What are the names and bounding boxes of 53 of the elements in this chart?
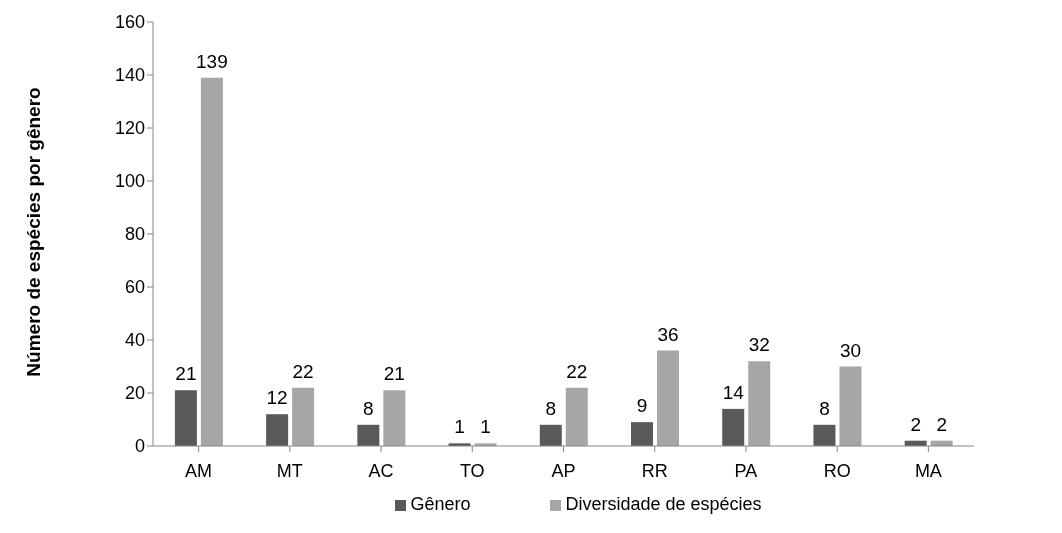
x-tick-label: AC <box>368 460 394 481</box>
bar <box>657 350 679 446</box>
bar <box>200 77 223 446</box>
bar <box>383 390 406 446</box>
data-label: 139 <box>196 50 228 72</box>
bar <box>565 387 588 446</box>
y-tick-label: 40 <box>124 330 145 351</box>
bar <box>631 422 653 446</box>
data-label: 2 <box>936 413 947 435</box>
y-tick-label: 20 <box>124 383 145 404</box>
x-tick-label: AM <box>185 460 213 481</box>
x-tick-label: PA <box>734 460 758 481</box>
data-label: 21 <box>383 363 405 385</box>
bar <box>839 366 862 446</box>
y-axis-title: Número de espécies por gênero <box>22 87 44 377</box>
data-label: 32 <box>748 334 770 356</box>
y-tick-label: 140 <box>114 65 145 86</box>
data-label: 12 <box>266 387 288 409</box>
x-tick-label: AP <box>551 460 576 481</box>
legend-label: Diversidade de espécies <box>565 494 762 514</box>
data-label: 14 <box>722 381 745 403</box>
data-label: 30 <box>839 339 862 361</box>
legend-label: Gênero <box>410 494 471 514</box>
data-label: 1 <box>480 416 491 438</box>
data-label: 22 <box>566 360 588 382</box>
bar <box>357 424 380 446</box>
y-tick-label: 0 <box>134 436 145 457</box>
data-label: 8 <box>545 397 557 419</box>
data-label: 8 <box>363 397 374 419</box>
x-tick-label: MA <box>914 460 942 481</box>
x-tick-label: RR <box>641 460 668 481</box>
y-tick-label: 100 <box>114 171 145 192</box>
bar <box>539 424 562 446</box>
x-tick-label: RO <box>823 460 851 481</box>
data-label: 8 <box>819 397 830 419</box>
bar <box>748 361 771 446</box>
bar <box>813 424 836 446</box>
bar <box>722 408 745 446</box>
bar <box>266 414 289 446</box>
y-tick-label: 160 <box>114 12 145 33</box>
bar <box>174 390 197 446</box>
bar <box>292 387 315 446</box>
data-label: 36 <box>657 323 679 345</box>
data-label: 9 <box>636 395 648 417</box>
data-label: 22 <box>292 360 314 382</box>
data-label: 2 <box>910 413 921 435</box>
data-label: 21 <box>175 363 197 385</box>
y-tick-label: 60 <box>124 277 145 298</box>
x-tick-label: TO <box>459 460 485 481</box>
y-tick-label: 120 <box>114 118 145 139</box>
x-tick-label: MT <box>276 460 303 481</box>
y-tick-label: 80 <box>124 224 145 245</box>
data-label: 1 <box>454 416 465 438</box>
